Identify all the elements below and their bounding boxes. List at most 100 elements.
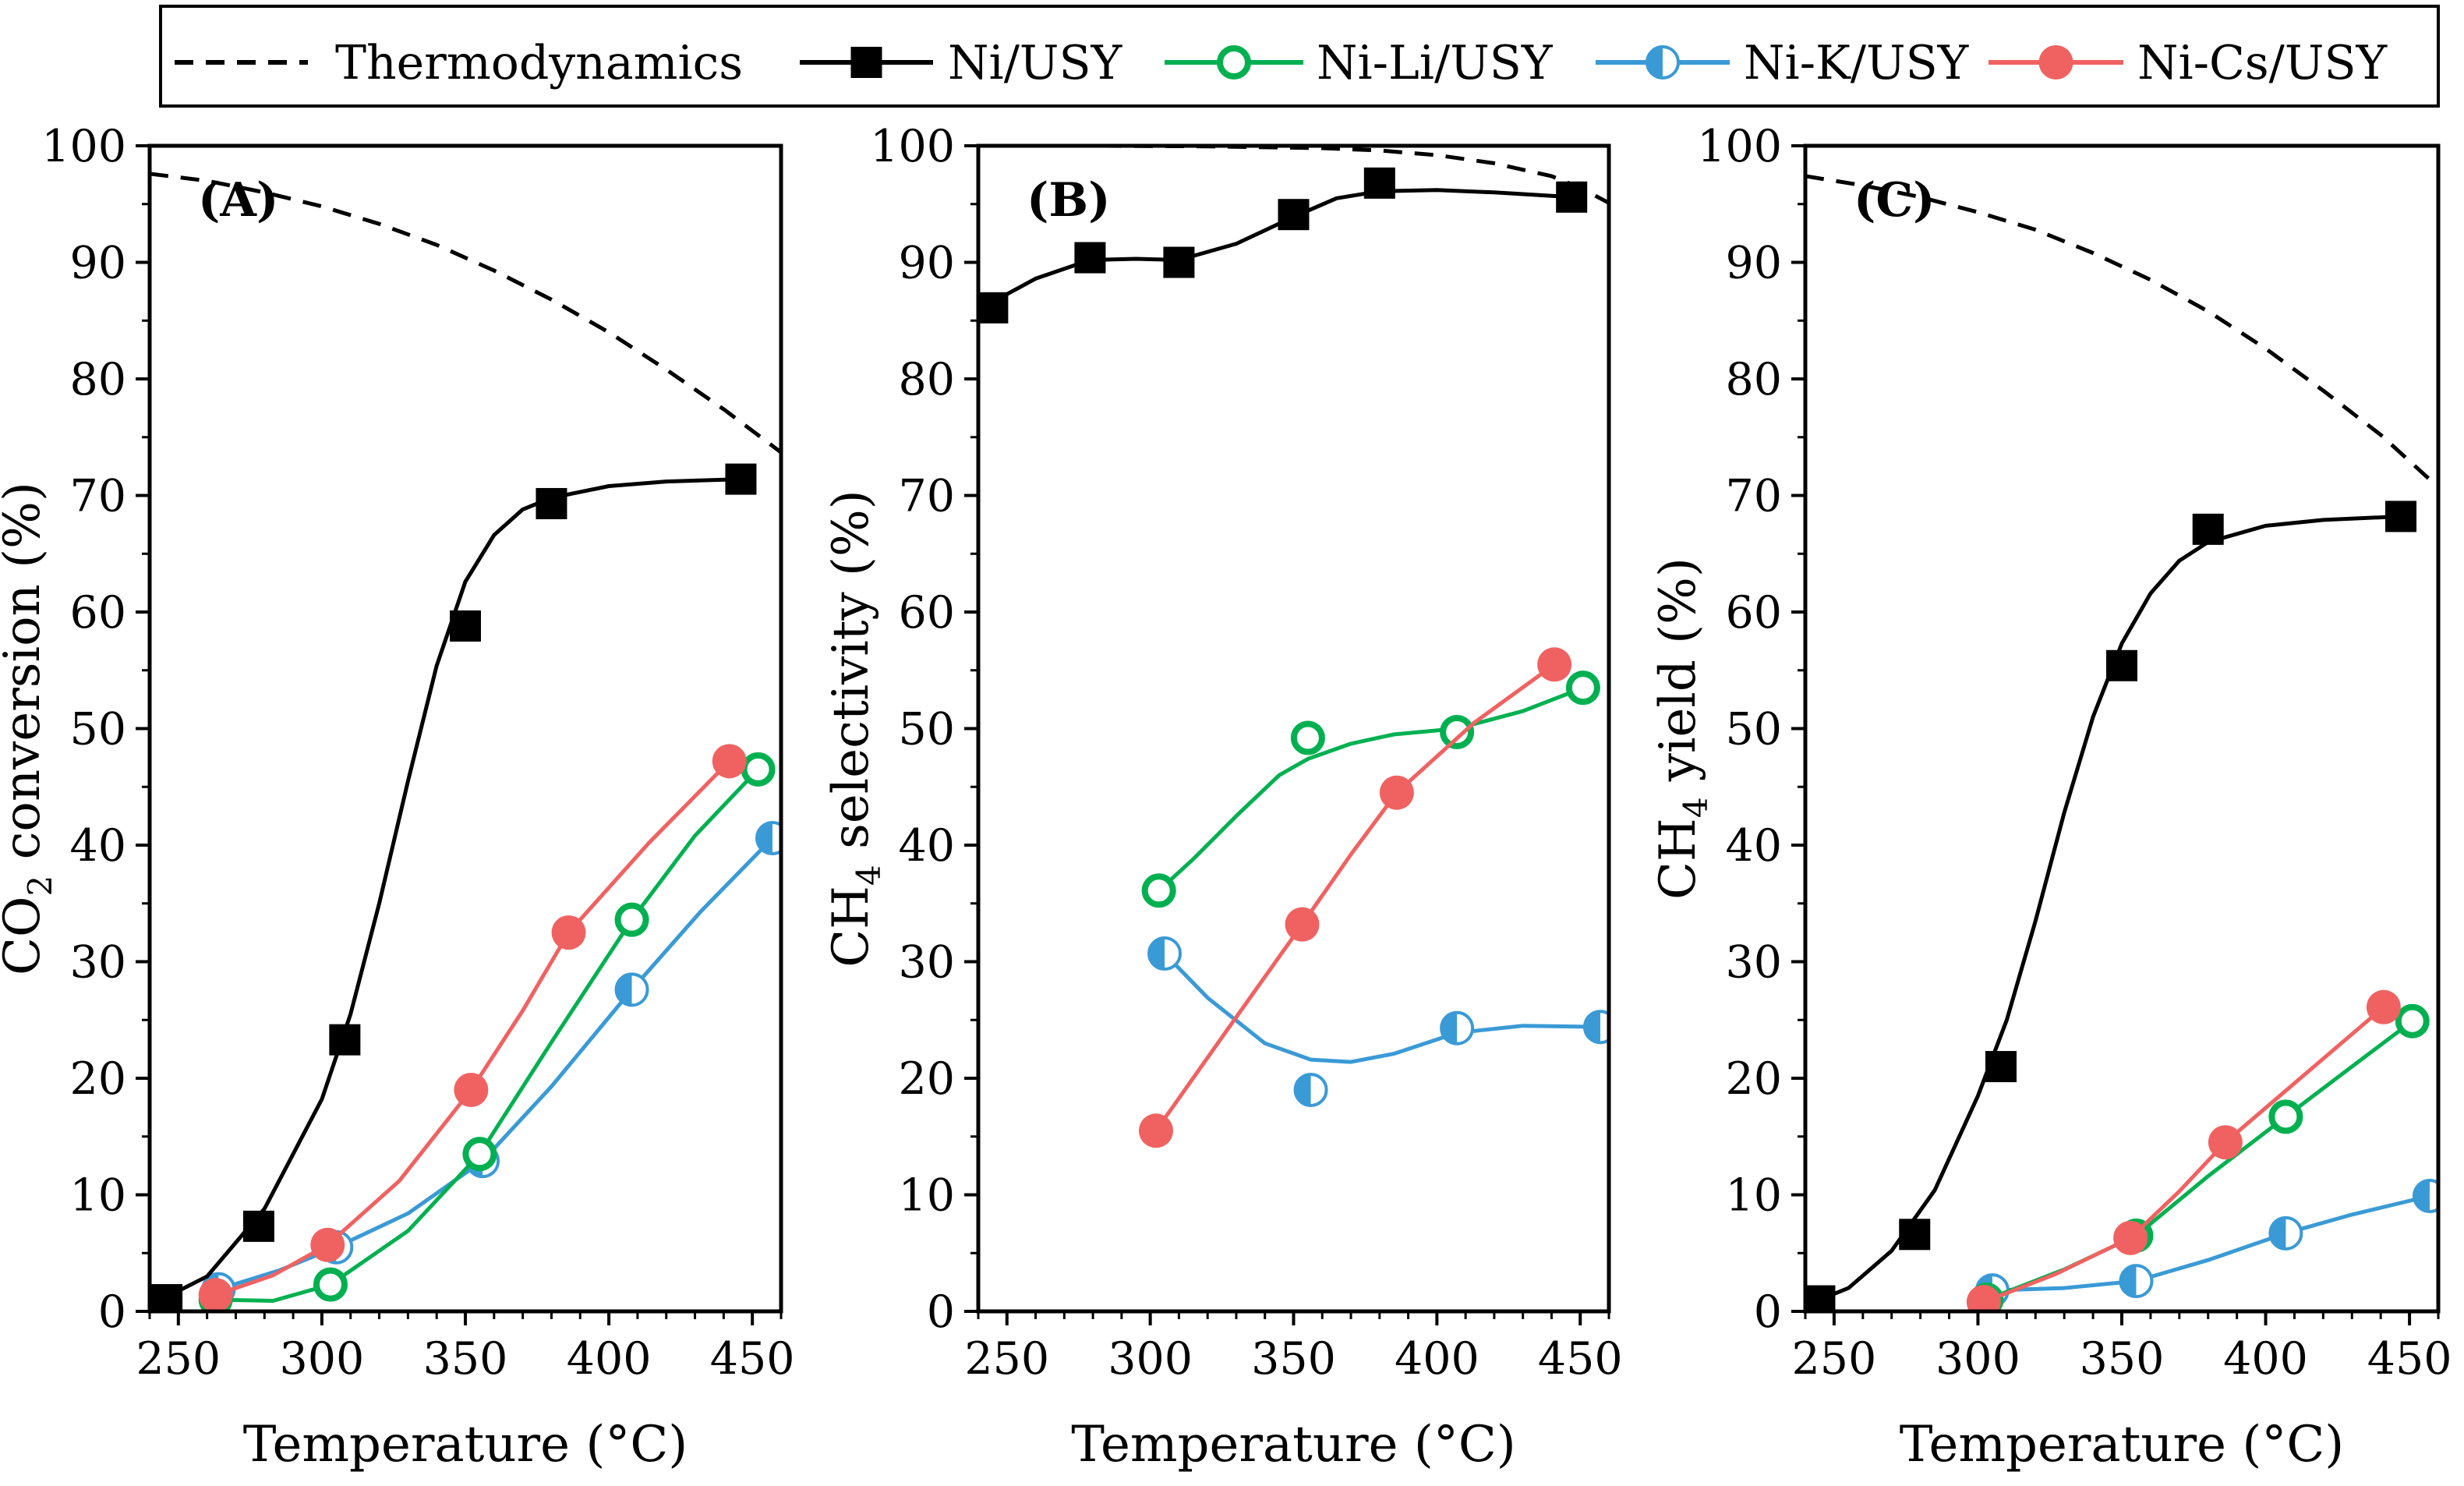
y-tick-label: 100 [41,121,126,172]
data-point [242,1210,274,1242]
y-axis-label: CH4 yield (%) [1649,557,1715,900]
data-point [2192,513,2224,545]
panel-c: 250 300 350 400 450 0 10 20 30 40 50 60 70 80 90 100 Tem… [1649,121,2452,1474]
data-point [2385,501,2417,532]
x-axis-label: Temperature (°C) [1071,1416,1516,1474]
marker-fill [616,974,632,1006]
x-tick-label: 300 [280,1333,365,1385]
x-tick-label: 400 [567,1333,652,1385]
plot-frame [147,143,783,1314]
series-line [1158,685,1584,893]
y-tick-label: 70 [898,471,955,522]
y-tick-label: 0 [1754,1286,1782,1338]
series-line [150,172,781,455]
y-tick-label: 10 [898,1170,955,1222]
series-ni [978,167,1588,324]
data-point [2366,989,2401,1024]
data-point [198,1278,233,1311]
data-point [2412,1179,2438,1213]
y-label-part: conversion (%) [0,482,51,876]
data-point [2395,1003,2430,1038]
legend-marker [2038,45,2073,80]
plot-area [1805,174,2438,1311]
y-tick-label: 90 [898,238,955,289]
legend-entry-k: Ni-K/USY [1596,36,1970,90]
data-point [1290,720,1325,755]
y-axis-label: CO2 conversion (%) [0,482,59,975]
x-tick-label: 350 [423,1333,508,1385]
y-tick-label: 20 [898,1053,955,1105]
series-k [1147,936,1609,1107]
legend-label: Ni/USY [948,36,1123,90]
data-point [755,821,781,856]
series-ni [1805,501,2417,1311]
x-tick-label: 450 [1538,1333,1623,1385]
marker-fill [1647,47,1663,78]
panel-a: 250 300 350 400 450 0 10 20 30 40 50 60 70 80 90 100 Tem… [0,121,795,1474]
data-point [1278,199,1310,231]
series-line [1805,174,2438,489]
data-point [2119,1264,2154,1299]
data-point [2268,1099,2303,1134]
y-label-part: CO [0,897,51,975]
marker-fill [756,823,772,854]
y-tick-label: 10 [69,1170,126,1222]
data-point [1147,936,1183,971]
y-label-subscript: 4 [850,865,888,886]
legend-label: Ni-K/USY [1744,36,1970,90]
marker-fill [1295,1074,1311,1106]
y-tick-label: 10 [1725,1170,1782,1222]
data-point [462,1137,497,1172]
data-point [1565,670,1600,706]
data-point [1440,714,1475,749]
legend-marker [1217,45,1251,80]
x-tick-label: 250 [1792,1333,1877,1385]
y-tick-label: 60 [1725,587,1782,639]
y-tick-label: 50 [69,704,126,755]
legend: Thermodynamics Ni/USY Ni-Li/USY Ni-K/USY Ni-… [159,5,2440,108]
y-tick-label: 30 [898,937,955,989]
data-point [2113,1220,2148,1255]
x-tick-label: 350 [1251,1333,1336,1385]
data-point [614,972,649,1007]
y-tick-label: 80 [898,354,955,405]
data-point [725,463,757,495]
series-line [1163,952,1601,1064]
data-point [1582,1010,1609,1045]
series-line [1154,663,1556,1132]
y-tick-label: 40 [1725,820,1782,872]
data-point [741,752,776,787]
x-axis-label: Temperature (°C) [243,1416,688,1474]
y-label-subscript: 4 [1677,797,1715,818]
data-point [1293,1072,1328,1107]
marker-fill [1441,1012,1458,1044]
series-li [1141,670,1600,908]
data-point [536,487,567,519]
y-axis-label: CH4 selectivity (%) [822,490,888,968]
x-tick-label: 400 [2223,1333,2308,1385]
panel-label: (A) [198,173,278,228]
series-thermo [1805,174,2438,489]
marker-fill [1584,1011,1600,1043]
data-point [2106,649,2137,681]
y-label-part: yield (%) [1649,557,1707,797]
data-point [614,902,649,937]
legend-label: Thermodynamics [335,36,743,90]
data-point [2208,1125,2243,1160]
series-cs [1138,647,1572,1148]
data-point [1363,167,1395,199]
y-tick-label: 20 [1725,1053,1782,1105]
panel-label: (B) [1027,173,1111,228]
y-tick-label: 70 [1725,471,1782,522]
series-ni [150,463,757,1311]
x-tick-label: 350 [2080,1333,2165,1385]
series-line [1982,1005,2385,1304]
data-point [1138,1113,1173,1148]
series-cs [1966,989,2401,1311]
data-point [1899,1219,1931,1251]
y-label-subscript: 2 [21,876,59,897]
plot-frame [1803,143,2441,1314]
y-tick-label: 50 [898,704,955,755]
data-point [313,1267,348,1302]
plot-frame [976,143,1611,1314]
